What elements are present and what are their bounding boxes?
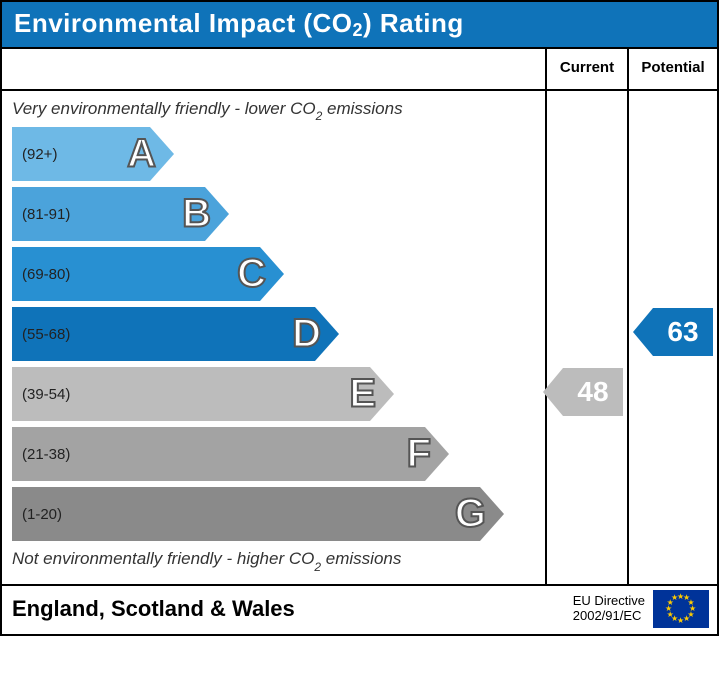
directive-line2: 2002/91/EC (573, 609, 645, 624)
band-range: (55-68) (22, 326, 70, 343)
caption-bottom-pre: Not environmentally friendly - higher CO (12, 549, 314, 568)
band-letter: B (182, 192, 211, 237)
caption-bottom: Not environmentally friendly - higher CO… (12, 549, 539, 571)
region-text: England, Scotland & Wales (12, 596, 295, 622)
caption-top: Very environmentally friendly - lower CO… (12, 99, 539, 121)
band-f: (21-38) F (12, 427, 539, 481)
title-text-sub: 2 (353, 20, 364, 40)
band-range: (39-54) (22, 386, 70, 403)
caption-bottom-post: emissions (321, 549, 401, 568)
band-bar: (1-20)G (12, 487, 480, 541)
caption-top-post: emissions (322, 99, 402, 118)
eu-directive: EU Directive 2002/91/EC ★★★★★★★★★★★★ (573, 590, 709, 628)
rating-tag-potential: 63 (653, 308, 713, 356)
eu-star-icon: ★ (671, 593, 678, 602)
potential-column: 63 (627, 89, 717, 584)
directive-text: EU Directive 2002/91/EC (573, 594, 645, 624)
band-d: (55-68) D (12, 307, 539, 361)
header-blank (2, 47, 545, 89)
caption-top-pre: Very environmentally friendly - lower CO (12, 99, 316, 118)
band-bar: (55-68)D (12, 307, 315, 361)
band-letter: C (237, 252, 266, 297)
band-range: (92+) (22, 146, 57, 163)
band-range: (1-20) (22, 506, 62, 523)
band-letter: A (127, 132, 156, 177)
eu-flag-icon: ★★★★★★★★★★★★ (653, 590, 709, 628)
band-letter: E (349, 372, 376, 417)
band-e: (39-54) E (12, 367, 539, 421)
rating-grid: Current Potential Very environmentally f… (2, 47, 717, 584)
band-list: (92+) A (81-91) B (69-80) C (55-68) D (39-54) E (2… (12, 127, 539, 541)
band-bar: (69-80)C (12, 247, 260, 301)
band-range: (81-91) (22, 206, 70, 223)
column-header-potential: Potential (627, 47, 717, 89)
band-a: (92+) A (12, 127, 539, 181)
band-c: (69-80) C (12, 247, 539, 301)
band-bar: (39-54)E (12, 367, 370, 421)
current-column: 48 (545, 89, 627, 584)
caption-bottom-sub: 2 (314, 560, 321, 574)
rating-card: Environmental Impact (CO2) Rating Curren… (0, 0, 719, 636)
band-letter: G (455, 492, 486, 537)
band-g: (1-20) G (12, 487, 539, 541)
title-text-pre: Environmental Impact (CO (14, 8, 353, 38)
column-header-current: Current (545, 47, 627, 89)
band-bar: (81-91)B (12, 187, 205, 241)
caption-top-sub: 2 (316, 109, 323, 123)
band-bar: (92+)A (12, 127, 150, 181)
band-letter: D (292, 312, 321, 357)
title-bar: Environmental Impact (CO2) Rating (2, 2, 717, 47)
band-bar: (21-38)F (12, 427, 425, 481)
rating-tag-current: 48 (563, 368, 623, 416)
bands-chart: Very environmentally friendly - lower CO… (2, 89, 545, 584)
band-b: (81-91) B (12, 187, 539, 241)
directive-line1: EU Directive (573, 594, 645, 609)
title-text-post: ) Rating (363, 8, 464, 38)
footer: England, Scotland & Wales EU Directive 2… (2, 584, 717, 634)
band-range: (69-80) (22, 266, 70, 283)
band-letter: F (407, 432, 431, 477)
band-range: (21-38) (22, 446, 70, 463)
